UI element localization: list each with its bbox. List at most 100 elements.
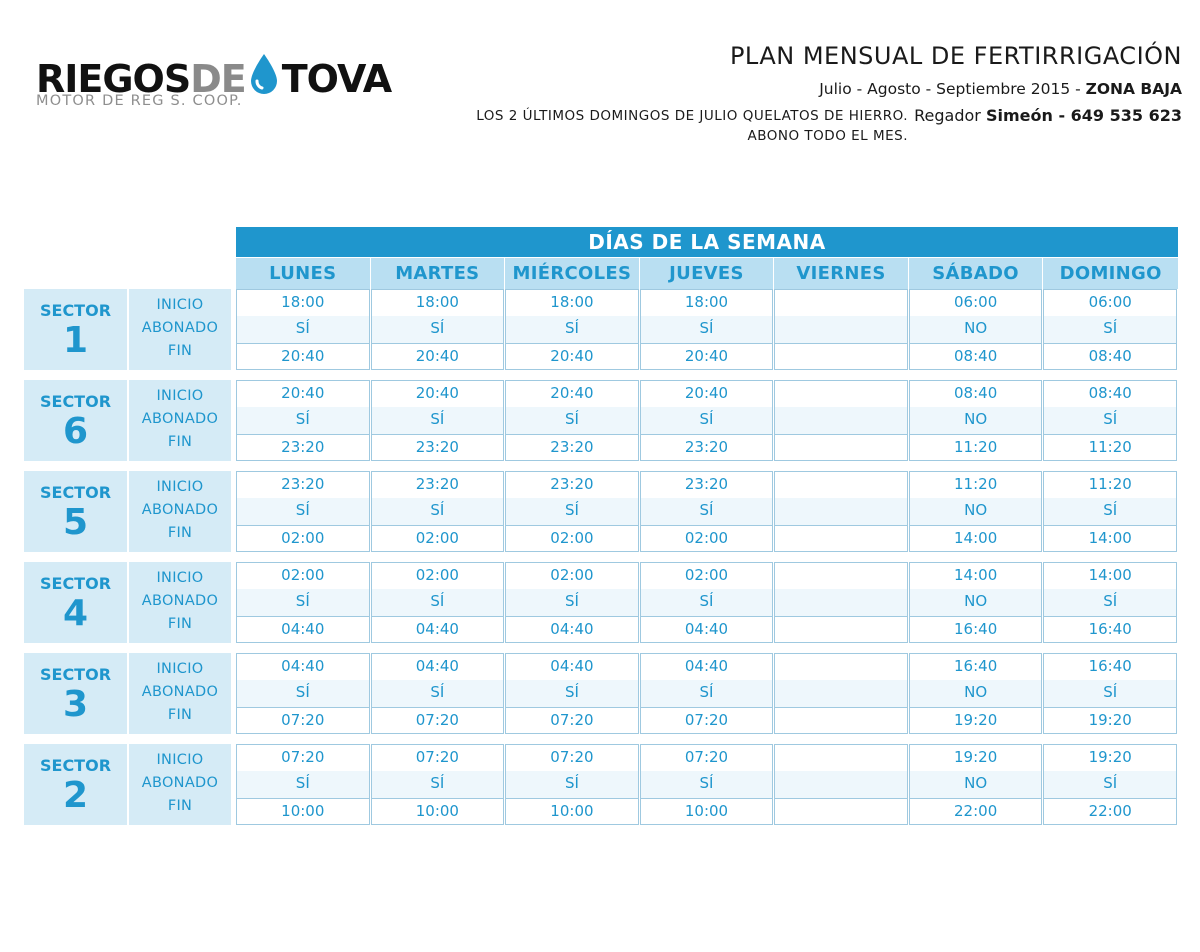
sector-grid: 02:00 02:00 02:00 02:00 14:00 14:00 SÍ SÍ SÍ SÍ NO… — [236, 562, 1178, 643]
sector-grid: 07:20 07:20 07:20 07:20 19:20 19:20 SÍ SÍ SÍ SÍ NO… — [236, 744, 1178, 825]
row-label-abonado: ABONADO — [141, 411, 219, 427]
days-of-week-banner: DÍAS DE LA SEMANA — [236, 227, 1178, 257]
row-label-inicio: INICIO — [156, 570, 204, 586]
page-title: PLAN MENSUAL DE FERTIRRIGACIÓN — [729, 42, 1182, 70]
cell-fin: 04:40 — [639, 616, 774, 643]
cell-fin: 14:00 — [908, 525, 1043, 552]
sector-word: SECTOR — [39, 756, 112, 775]
cell-inicio: 04:40 — [505, 653, 639, 680]
regador-contact: Regador Simeón - 649 535 623 — [914, 106, 1182, 125]
sector-number: 5 — [62, 502, 89, 543]
cell-abonado: NO — [908, 407, 1043, 434]
cell-inicio: 23:20 — [370, 471, 505, 498]
sector-grid: 04:40 04:40 04:40 04:40 16:40 16:40 SÍ SÍ SÍ SÍ NO… — [236, 653, 1178, 734]
cell-inicio: 18:00 — [505, 289, 639, 316]
cell-fin: 10:00 — [370, 798, 505, 825]
cell-inicio: 16:40 — [908, 653, 1043, 680]
row-label-inicio: INICIO — [156, 479, 204, 495]
sector-block: SECTOR 2 INICIO ABONADO FIN 07:20 07:20 07:20 07… — [24, 744, 1178, 825]
cell-fin — [774, 343, 908, 370]
cell-fin: 23:20 — [639, 434, 774, 461]
sector-number: 3 — [62, 684, 89, 725]
sector-word: SECTOR — [39, 483, 112, 502]
cell-abonado — [774, 680, 908, 707]
cell-fin: 04:40 — [505, 616, 639, 643]
cell-fin: 19:20 — [908, 707, 1043, 734]
cell-abonado: SÍ — [505, 407, 639, 434]
cell-inicio: 18:00 — [370, 289, 505, 316]
cell-abonado: NO — [908, 771, 1043, 798]
cell-abonado: SÍ — [1043, 407, 1177, 434]
note-line-1: LOS 2 ÚLTIMOS DOMINGOS DE JULIO QUELATOS… — [476, 108, 908, 124]
cell-abonado — [774, 407, 908, 434]
cell-fin: 20:40 — [370, 343, 505, 370]
cell-abonado: SÍ — [639, 316, 774, 343]
cell-inicio: 23:20 — [236, 471, 370, 498]
cell-fin: 20:40 — [505, 343, 639, 370]
cell-abonado: SÍ — [1043, 771, 1177, 798]
sector-word: SECTOR — [39, 665, 112, 684]
row-label-inicio: INICIO — [156, 388, 204, 404]
sector-block: SECTOR 6 INICIO ABONADO FIN 20:40 20:40 20:40 20… — [24, 380, 1178, 461]
cell-abonado: SÍ — [505, 680, 639, 707]
cell-abonado: SÍ — [505, 771, 639, 798]
cell-abonado: NO — [908, 589, 1043, 616]
day-header-jueves: JUEVES — [639, 258, 775, 289]
cell-abonado — [774, 498, 908, 525]
cell-fin — [774, 707, 908, 734]
row-labels: INICIO ABONADO FIN — [129, 744, 231, 825]
day-header-row: LUNES MARTES MIÉRCOLES JUEVES VIERNES SÁ… — [236, 258, 1178, 289]
cell-fin: 10:00 — [505, 798, 639, 825]
day-header-sabado: SÁBADO — [908, 258, 1044, 289]
regador-name-phone: Simeón - 649 535 623 — [985, 106, 1182, 125]
cell-abonado: SÍ — [236, 498, 370, 525]
sector-label: SECTOR 4 — [24, 562, 127, 643]
sector-label: SECTOR 1 — [24, 289, 127, 370]
cell-fin: 16:40 — [908, 616, 1043, 643]
cell-fin: 02:00 — [236, 525, 370, 552]
cell-fin: 08:40 — [1043, 343, 1177, 370]
company-logo: RIEGOSDE TOVA MOTOR DE REG S. COOP. — [36, 48, 426, 114]
cell-fin: 07:20 — [236, 707, 370, 734]
cell-inicio: 07:20 — [370, 744, 505, 771]
cell-inicio: 19:20 — [1043, 744, 1177, 771]
row-label-abonado: ABONADO — [141, 684, 219, 700]
sector-grid: 20:40 20:40 20:40 20:40 08:40 08:40 SÍ SÍ SÍ SÍ NO… — [236, 380, 1178, 461]
cell-inicio: 02:00 — [639, 562, 774, 589]
row-label-abonado: ABONADO — [141, 775, 219, 791]
cell-fin: 04:40 — [370, 616, 505, 643]
cell-inicio: 04:40 — [236, 653, 370, 680]
cell-inicio: 02:00 — [370, 562, 505, 589]
row-labels: INICIO ABONADO FIN — [129, 289, 231, 370]
cell-fin: 02:00 — [639, 525, 774, 552]
cell-inicio: 07:20 — [639, 744, 774, 771]
cell-abonado: SÍ — [505, 316, 639, 343]
cell-abonado: SÍ — [505, 589, 639, 616]
cell-inicio: 20:40 — [639, 380, 774, 407]
row-labels: INICIO ABONADO FIN — [129, 471, 231, 552]
cell-inicio — [774, 653, 908, 680]
cell-abonado: SÍ — [236, 771, 370, 798]
cell-abonado: SÍ — [370, 407, 505, 434]
cell-inicio: 06:00 — [908, 289, 1043, 316]
cell-abonado: SÍ — [370, 680, 505, 707]
logo-text-tova: TOVA — [281, 57, 392, 101]
row-label-fin: FIN — [167, 798, 193, 814]
cell-fin: 08:40 — [908, 343, 1043, 370]
row-label-inicio: INICIO — [156, 297, 204, 313]
cell-inicio — [774, 380, 908, 407]
cell-inicio: 02:00 — [236, 562, 370, 589]
cell-abonado: SÍ — [639, 771, 774, 798]
cell-inicio: 20:40 — [505, 380, 639, 407]
sector-word: SECTOR — [39, 301, 112, 320]
cell-inicio: 16:40 — [1043, 653, 1177, 680]
row-labels: INICIO ABONADO FIN — [129, 653, 231, 734]
row-label-inicio: INICIO — [156, 661, 204, 677]
row-label-inicio: INICIO — [156, 752, 204, 768]
cell-fin: 23:20 — [370, 434, 505, 461]
cell-fin: 20:40 — [639, 343, 774, 370]
cell-abonado: SÍ — [639, 589, 774, 616]
cell-fin: 07:20 — [639, 707, 774, 734]
row-label-fin: FIN — [167, 343, 193, 359]
cell-inicio: 23:20 — [505, 471, 639, 498]
